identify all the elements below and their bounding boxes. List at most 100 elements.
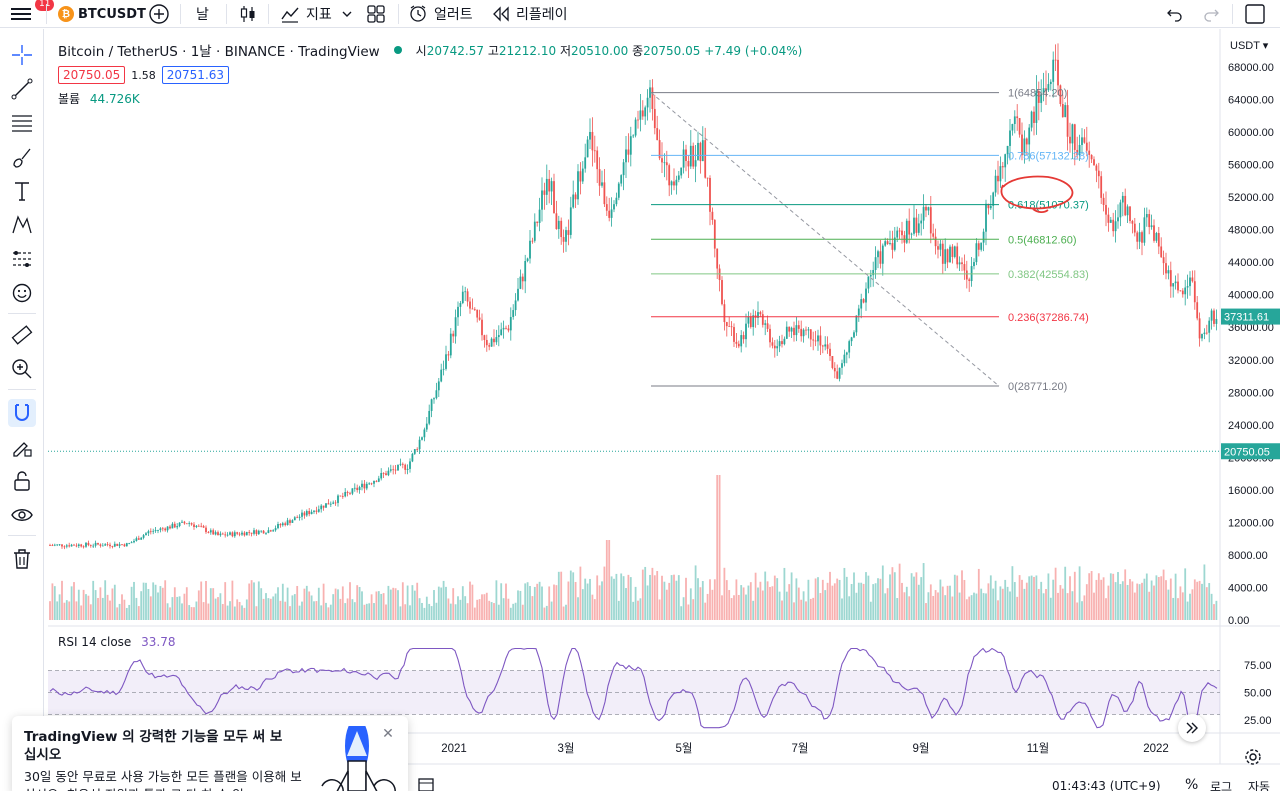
- chart-type-button[interactable]: [238, 0, 258, 28]
- volume-bar: [269, 598, 272, 620]
- ruler-tool[interactable]: [8, 321, 36, 349]
- interval-button[interactable]: 날: [196, 7, 209, 23]
- volume-bar: [1085, 584, 1088, 620]
- candle-body: [716, 248, 719, 269]
- close-icon[interactable]: ✕: [382, 726, 394, 742]
- volume-bar: [1215, 600, 1218, 620]
- candle-body: [545, 178, 548, 195]
- volume-bar: [325, 602, 327, 620]
- volume-bar: [209, 588, 212, 620]
- candle-body: [125, 543, 128, 547]
- layout-button[interactable]: [366, 0, 386, 28]
- buy-price-box[interactable]: 20751.63: [161, 66, 230, 84]
- symbol-title[interactable]: Bitcoin / TetherUS · 1날 · BINANCE · Trad…: [58, 44, 380, 60]
- lock-tool[interactable]: [8, 467, 36, 495]
- candle-body: [838, 367, 841, 379]
- volume-bar: [562, 606, 565, 620]
- magnet-tool[interactable]: [8, 399, 36, 427]
- candle-body: [615, 197, 618, 205]
- volume-bar: [1157, 576, 1160, 620]
- candle-body: [565, 230, 567, 242]
- rsi-line: [49, 647, 1218, 729]
- candle-body: [874, 257, 877, 270]
- price-tick-label: 48000.00: [1228, 225, 1274, 237]
- candle-body: [1023, 138, 1026, 156]
- visibility-tool[interactable]: [8, 501, 36, 529]
- delete-tool[interactable]: [8, 545, 36, 573]
- candle-body: [128, 543, 131, 544]
- candle-body: [380, 472, 383, 479]
- brush-tool[interactable]: [8, 143, 36, 171]
- emoji-tool[interactable]: [8, 279, 36, 307]
- trendline-tool[interactable]: [8, 75, 36, 103]
- scroll-to-realtime-button[interactable]: [1178, 714, 1206, 742]
- auto-toggle[interactable]: 자동: [1248, 780, 1271, 791]
- candle-body: [1013, 116, 1016, 125]
- candle-body: [334, 502, 337, 504]
- crosshair-tool[interactable]: [8, 41, 36, 69]
- volume-bar: [773, 575, 776, 620]
- candle-body: [385, 473, 387, 476]
- volume-bar: [409, 605, 411, 620]
- log-toggle[interactable]: 로그: [1210, 780, 1233, 791]
- indicators-button[interactable]: 지표: [280, 0, 332, 28]
- candle-body: [521, 276, 524, 282]
- candle-body: [939, 243, 942, 250]
- redo-button[interactable]: [1202, 0, 1220, 28]
- rsi-tick-label: 50.00: [1244, 688, 1272, 700]
- symbol-search[interactable]: ₿ BTCUSDT: [58, 0, 146, 28]
- volume-bar: [598, 585, 601, 620]
- candle-body: [807, 329, 810, 331]
- volume-bar: [257, 581, 260, 620]
- volume-bar: [790, 572, 793, 620]
- chart-pane[interactable]: USDT ▾ 68000.00 64000.00 60000.00 56000.00 52…: [48, 29, 1280, 791]
- menu-icon: [10, 6, 32, 22]
- volume-bar: [982, 593, 985, 620]
- percent-toggle[interactable]: %: [1185, 777, 1199, 791]
- lock-drawing-tool[interactable]: [8, 433, 36, 461]
- candle-body: [509, 316, 512, 331]
- volume-bar: [99, 587, 102, 620]
- calendar-button[interactable]: [418, 777, 434, 791]
- volume-bar: [173, 587, 176, 620]
- indicators-dropdown[interactable]: [340, 0, 354, 28]
- volume-bar: [632, 601, 635, 620]
- zoom-tool[interactable]: [8, 355, 36, 383]
- candle-body: [913, 217, 915, 234]
- volume-bar: [493, 603, 495, 620]
- replay-button[interactable]: 리플레이: [492, 0, 568, 28]
- candle-body: [925, 206, 927, 211]
- volume-bar: [903, 592, 906, 620]
- menu-button[interactable]: 11: [10, 0, 55, 28]
- candle-body: [797, 325, 800, 329]
- settings-button[interactable]: [1244, 748, 1262, 769]
- candle-body: [58, 544, 61, 546]
- fullscreen-button[interactable]: [1244, 0, 1266, 28]
- volume-bar: [1088, 573, 1091, 620]
- volume-bar: [872, 584, 875, 620]
- candle-body: [848, 341, 851, 353]
- fib-tool[interactable]: [8, 109, 36, 137]
- sell-price-box[interactable]: 20750.05: [58, 66, 126, 84]
- prediction-tool[interactable]: [8, 245, 36, 273]
- text-tool[interactable]: [8, 177, 36, 205]
- volume-bar: [389, 589, 392, 620]
- candle-body: [946, 249, 949, 263]
- pattern-tool[interactable]: [8, 211, 36, 239]
- chart-canvas[interactable]: USDT ▾ 68000.00 64000.00 60000.00 56000.00 52…: [48, 29, 1280, 791]
- volume-bar: [946, 585, 949, 620]
- candle-body: [625, 149, 627, 163]
- promo-popup[interactable]: TradingView 의 강력한 기능을 모두 써 보십시오 30일 동안 무…: [12, 716, 408, 791]
- volume-bar: [944, 595, 947, 620]
- candle-body: [190, 523, 193, 525]
- compare-button[interactable]: [148, 0, 170, 28]
- undo-button[interactable]: [1166, 0, 1184, 28]
- candle-body: [1095, 165, 1098, 171]
- candle-body: [812, 339, 815, 341]
- alert-button[interactable]: 얼러트: [408, 0, 473, 28]
- volume-bar: [505, 583, 507, 620]
- volume-bar: [514, 602, 517, 620]
- candle-body: [706, 177, 709, 179]
- volume-bar: [361, 591, 363, 620]
- volume-bar: [221, 604, 224, 620]
